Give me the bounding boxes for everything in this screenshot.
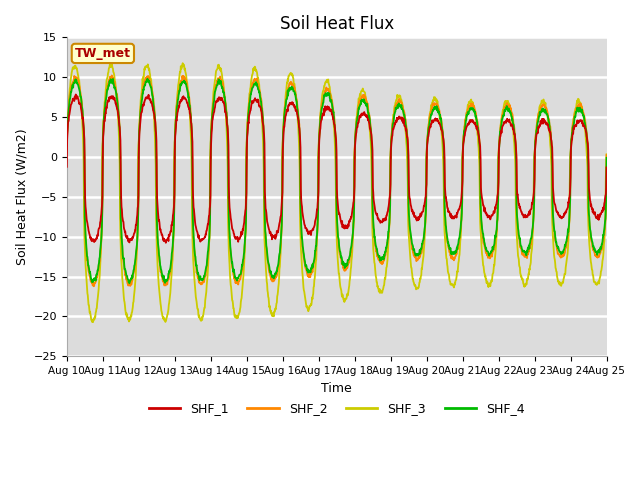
SHF_1	[492, 206, 499, 212]
SHF_4	[540, 106, 547, 112]
SHF_3	[63, 137, 70, 143]
Title: Soil Heat Flux: Soil Heat Flux	[280, 15, 394, 33]
Text: TW_met: TW_met	[75, 47, 131, 60]
SHF_2	[492, 235, 499, 241]
SHF_1	[63, 164, 70, 170]
SHF_1	[603, 165, 611, 170]
SHF_2	[603, 152, 611, 158]
SHF_4	[143, 76, 151, 82]
SHF_1	[244, 125, 252, 131]
SHF_2	[171, 190, 179, 196]
SHF_4	[244, 117, 252, 122]
SHF_4	[421, 223, 429, 228]
SHF_3	[170, 162, 178, 168]
SHF_1	[540, 120, 547, 126]
SHF_3	[603, 151, 611, 157]
Line: SHF_3: SHF_3	[67, 63, 607, 322]
Y-axis label: Soil Heat Flux (W/m2): Soil Heat Flux (W/m2)	[15, 129, 28, 265]
SHF_1	[72, 92, 79, 97]
SHF_1	[171, 192, 179, 197]
SHF_2	[421, 224, 429, 229]
SHF_2	[540, 102, 547, 108]
SHF_2	[90, 283, 98, 289]
SHF_3	[492, 249, 499, 255]
SHF_3	[179, 60, 186, 66]
SHF_3	[540, 98, 547, 104]
SHF_4	[63, 143, 70, 149]
SHF_2	[184, 87, 191, 93]
X-axis label: Time: Time	[321, 382, 352, 395]
SHF_1	[421, 198, 429, 204]
Line: SHF_2: SHF_2	[67, 75, 607, 286]
SHF_4	[603, 155, 611, 161]
SHF_4	[492, 234, 499, 240]
SHF_3	[184, 85, 191, 91]
Line: SHF_1: SHF_1	[67, 95, 607, 243]
SHF_2	[108, 72, 116, 78]
SHF_2	[244, 115, 252, 120]
SHF_4	[184, 89, 191, 95]
SHF_3	[88, 319, 96, 325]
Legend: SHF_1, SHF_2, SHF_3, SHF_4: SHF_1, SHF_2, SHF_3, SHF_4	[144, 397, 529, 420]
Line: SHF_4: SHF_4	[67, 79, 607, 283]
SHF_2	[63, 142, 70, 148]
SHF_4	[125, 280, 133, 286]
SHF_1	[184, 100, 191, 106]
SHF_1	[162, 240, 170, 246]
SHF_3	[244, 111, 252, 117]
SHF_3	[421, 227, 429, 233]
SHF_4	[171, 188, 179, 193]
